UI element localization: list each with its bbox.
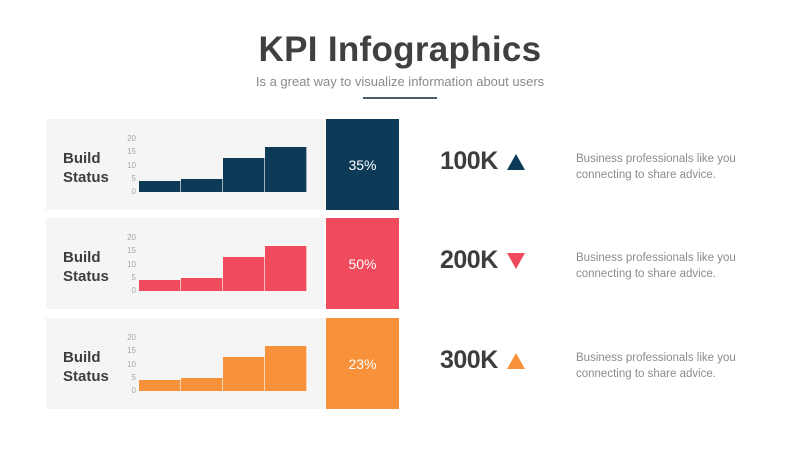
percent-tile: 50%	[326, 218, 399, 309]
description-line2: connecting to share advice.	[576, 368, 717, 380]
kpi-value: 300K	[440, 346, 498, 374]
description-line1: Business professionals like you	[576, 352, 736, 364]
bar-chart: 0 5 10 15 20	[126, 135, 311, 197]
y-tick-label: 10	[127, 359, 136, 369]
y-tick-label: 0	[131, 286, 136, 295]
chart-panel: Build Status 0 5 10 15 20	[46, 119, 325, 210]
kpi-value: 200K	[440, 246, 498, 274]
panel-label: Build Status	[63, 248, 109, 286]
description-line2: connecting to share advice.	[576, 169, 717, 181]
bar-chart: 0 5 10 15 20	[126, 234, 311, 296]
chart-bar	[181, 178, 223, 192]
panel-label-line2: Status	[63, 268, 109, 285]
percent-tile: 23%	[326, 318, 399, 409]
percent-tile: 35%	[326, 119, 399, 210]
kpi-row: Build Status 0 5 10 15 20 23% 300K Business …	[0, 318, 800, 410]
page-title: KPI Infographics	[258, 30, 542, 69]
y-tick-label: 10	[127, 160, 136, 170]
y-tick-label: 0	[131, 187, 136, 196]
description-line2: connecting to share advice.	[576, 268, 717, 280]
y-tick-label: 10	[127, 259, 136, 269]
triangle-down-icon	[507, 253, 525, 269]
bar-chart: 0 5 10 15 20	[126, 334, 311, 396]
y-tick-label: 20	[127, 233, 136, 242]
kpi-description: Business professionals like you connecti…	[576, 350, 776, 382]
chart-bar	[265, 245, 307, 291]
percent-value: 35%	[348, 156, 377, 173]
percent-value: 23%	[348, 355, 377, 372]
chart-bar	[223, 256, 265, 291]
y-tick-label: 20	[127, 134, 136, 143]
percent-value: 50%	[348, 255, 377, 272]
description-line1: Business professionals like you	[576, 153, 736, 165]
kpi-description: Business professionals like you connecti…	[576, 151, 776, 183]
page-subtitle: Is a great way to visualize information …	[255, 74, 545, 89]
triangle-up-icon	[507, 353, 525, 369]
kpi-row: Build Status 0 5 10 15 20 50% 200K Business …	[0, 218, 800, 310]
chart-bar	[181, 277, 223, 291]
title-divider	[363, 97, 437, 99]
y-tick-label: 20	[127, 333, 136, 342]
description-line1: Business professionals like you	[576, 252, 736, 264]
y-tick-label: 15	[127, 346, 136, 356]
chart-bar	[181, 377, 223, 391]
chart-plot-area	[139, 139, 309, 192]
chart-bar	[139, 380, 181, 391]
y-tick-label: 0	[131, 386, 136, 395]
chart-panel: Build Status 0 5 10 15 20	[46, 218, 325, 309]
panel-label-line2: Status	[63, 169, 109, 186]
chart-bar	[265, 146, 307, 192]
y-tick-label: 15	[127, 246, 136, 256]
panel-label: Build Status	[63, 149, 109, 187]
y-tick-label: 5	[131, 173, 136, 183]
panel-label-line1: Build	[63, 150, 101, 167]
chart-bar	[139, 280, 181, 291]
panel-label-line1: Build	[63, 249, 101, 266]
y-tick-label: 5	[131, 372, 136, 382]
y-tick-label: 15	[127, 147, 136, 157]
chart-bar	[223, 356, 265, 391]
chart-panel: Build Status 0 5 10 15 20	[46, 318, 325, 409]
panel-label-line1: Build	[63, 349, 101, 366]
kpi-row: Build Status 0 5 10 15 20 35% 100K Business …	[0, 119, 800, 211]
chart-plot-area	[139, 238, 309, 291]
chart-plot-area	[139, 338, 309, 391]
triangle-up-icon	[507, 154, 525, 170]
y-tick-label: 5	[131, 272, 136, 282]
chart-bar	[223, 157, 265, 192]
panel-label-line2: Status	[63, 368, 109, 385]
kpi-value: 100K	[440, 147, 498, 175]
panel-label: Build Status	[63, 348, 109, 386]
chart-bar	[139, 181, 181, 192]
chart-bar	[265, 345, 307, 391]
kpi-description: Business professionals like you connecti…	[576, 250, 776, 282]
